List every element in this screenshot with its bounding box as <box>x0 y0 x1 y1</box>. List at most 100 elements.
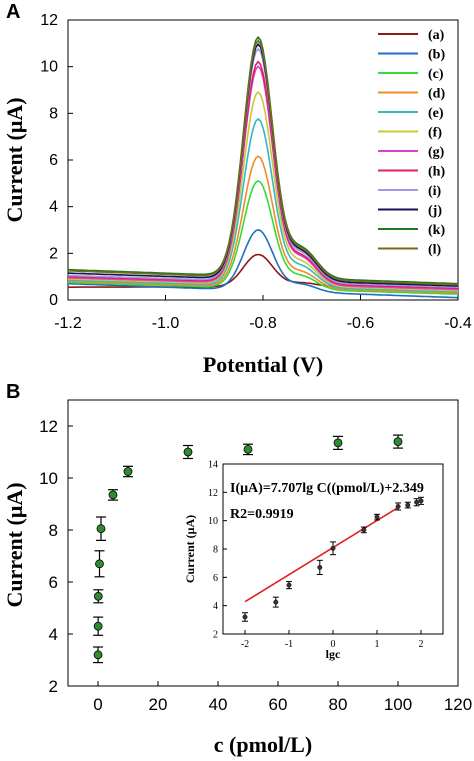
inset-x-tick-label: -1 <box>285 639 293 650</box>
panel-a-y-tick-label: 4 <box>49 199 58 216</box>
legend-label-d: (d) <box>428 87 445 102</box>
panel-b-data-point <box>95 559 104 569</box>
inset-data-point <box>330 545 336 551</box>
panel-b-y-axis-title: Current (μA) <box>2 482 27 607</box>
panel-b-x-tick-label: 120 <box>444 695 472 714</box>
inset-y-tick-label: 2 <box>213 630 218 641</box>
panel-a-curve-k <box>67 35 459 285</box>
panel-a-letter: A <box>6 1 20 23</box>
panel-b-x-tick-label: 40 <box>209 695 228 714</box>
legend-label-a: (a) <box>428 28 445 43</box>
panel-a-x-axis-title: Potential (V) <box>203 352 323 377</box>
inset-x-tick-label: -2 <box>241 639 249 650</box>
inset-fit-line <box>244 506 400 603</box>
inset-y-tick-label: 6 <box>213 573 218 584</box>
panel-a-x-tick-label: -1.0 <box>152 315 180 332</box>
panel-a-curves <box>67 35 459 299</box>
inset-x-tick-label: 0 <box>331 639 336 650</box>
inset-y-tick-label: 14 <box>208 460 218 471</box>
panel-b-y-tick-label: 6 <box>49 573 58 592</box>
panel-b-x-axis-title: c (pmol/L) <box>214 732 312 757</box>
legend-label-c: (c) <box>428 67 444 82</box>
panel-b-data-point <box>93 621 103 631</box>
inset-y-ticks: 2 4 6 8 10 12 14 <box>208 460 227 641</box>
inset-data-point <box>361 527 367 533</box>
panel-b-x-ticks: 0 20 40 60 80 100 120 <box>93 681 472 714</box>
legend-label-i: (i) <box>428 184 442 199</box>
inset-data-point <box>286 582 292 588</box>
inset-x-ticks: -2 -1 0 1 2 <box>241 630 424 650</box>
panel-b-x-tick-label: 20 <box>149 695 168 714</box>
inset-data-points <box>242 496 424 622</box>
panel-a-y-tick-label: 10 <box>40 59 58 76</box>
inset-x-axis-title: lgc <box>326 647 341 661</box>
panel-a-curve-i <box>67 47 459 288</box>
panel-b-letter: B <box>6 381 20 403</box>
panel-b-y-tick-label: 2 <box>49 677 58 696</box>
inset-y-tick-label: 4 <box>213 601 218 612</box>
inset-data-point <box>395 504 401 509</box>
panel-a-y-tick-label: 0 <box>49 292 58 309</box>
panel-a-y-tick-label: 6 <box>49 152 58 169</box>
panel-b-x-tick-label: 60 <box>269 695 288 714</box>
panel-a-y-axis-title: Current (μA) <box>2 97 27 222</box>
inset-y-axis-title: Current (μA) <box>183 515 197 583</box>
legend-label-f: (f) <box>428 126 442 141</box>
inset-y-tick-label: 12 <box>208 488 218 499</box>
legend-label-k: (k) <box>428 223 445 238</box>
legend-label-l: (l) <box>428 243 442 258</box>
legend-label-g: (g) <box>428 145 445 160</box>
panel-b-data-point <box>123 467 133 476</box>
inset-y-tick-label: 8 <box>213 545 218 556</box>
inset-data-point <box>317 564 323 570</box>
panel-a-chart: -1.2 -1.0 -0.8 -0.6 -0.4 0 2 4 6 8 10 12 (a) (b) (c)… <box>2 12 472 377</box>
panel-a-y-tick-label: 2 <box>49 245 58 262</box>
panel-a-y-tick-label: 12 <box>40 12 58 29</box>
panel-a-curve-d <box>67 155 459 294</box>
panel-b-data-point <box>333 438 343 448</box>
inset-fit-line-group <box>244 506 400 603</box>
inset-data-point <box>414 499 420 505</box>
panel-b-x-tick-label: 0 <box>93 695 102 714</box>
legend-label-e: (e) <box>428 106 444 121</box>
inset-x-tick-label: 2 <box>419 639 424 650</box>
panel-a-curve-b <box>67 229 459 299</box>
inset-data-point <box>374 514 380 520</box>
legend-label-j: (j) <box>428 204 442 219</box>
inset-equation: I(μA)=7.707lg C((pmol/L)+2.349 <box>230 481 424 496</box>
inset-data-point <box>418 498 424 504</box>
panel-b-data-point <box>108 490 118 500</box>
panel-a-x-tick-label: -0.6 <box>347 315 375 332</box>
panel-b-data-point <box>243 444 253 454</box>
inset-r-squared: R2=0.9919 <box>230 507 294 522</box>
panel-b-x-tick-label: 100 <box>384 695 412 714</box>
inset-data-point <box>405 502 411 508</box>
panel-b-data-point <box>393 437 403 447</box>
panel-b-data-point <box>96 524 106 534</box>
panel-b-y-tick-label: 12 <box>39 417 58 436</box>
panel-a-y-tick-label: 8 <box>49 105 58 122</box>
panel-b-x-tick-label: 80 <box>329 695 348 714</box>
panel-a-x-tick-label: -0.4 <box>444 315 472 332</box>
inset-x-tick-label: 1 <box>375 639 380 650</box>
panel-b-y-ticks: 2 4 6 8 10 12 <box>39 417 73 696</box>
panel-a-legend: (a) (b) (c) (d) (e) (f) (g) (h) (i) (j) (k) (l) <box>378 28 445 258</box>
panel-b-data-point <box>93 650 103 660</box>
panel-b-data-point <box>93 591 103 601</box>
legend-label-h: (h) <box>428 165 445 180</box>
panel-b-y-tick-label: 4 <box>49 625 58 644</box>
panel-a-curve-l <box>67 39 459 286</box>
inset-y-tick-label: 10 <box>208 516 218 527</box>
panel-a-y-ticks: 0 2 4 6 8 10 12 <box>40 12 73 309</box>
panel-a-curve-c <box>67 179 459 295</box>
panel-b-data-point <box>183 447 193 457</box>
panel-b-y-tick-label: 8 <box>49 521 58 540</box>
panel-a-x-tick-label: -1.2 <box>54 315 82 332</box>
panel-b-y-tick-label: 10 <box>39 469 58 488</box>
panel-a-curve-h <box>68 60 458 290</box>
panel-b-data-points <box>93 434 403 664</box>
inset-data-point <box>242 614 248 620</box>
panel-a-curve-f <box>67 90 459 292</box>
